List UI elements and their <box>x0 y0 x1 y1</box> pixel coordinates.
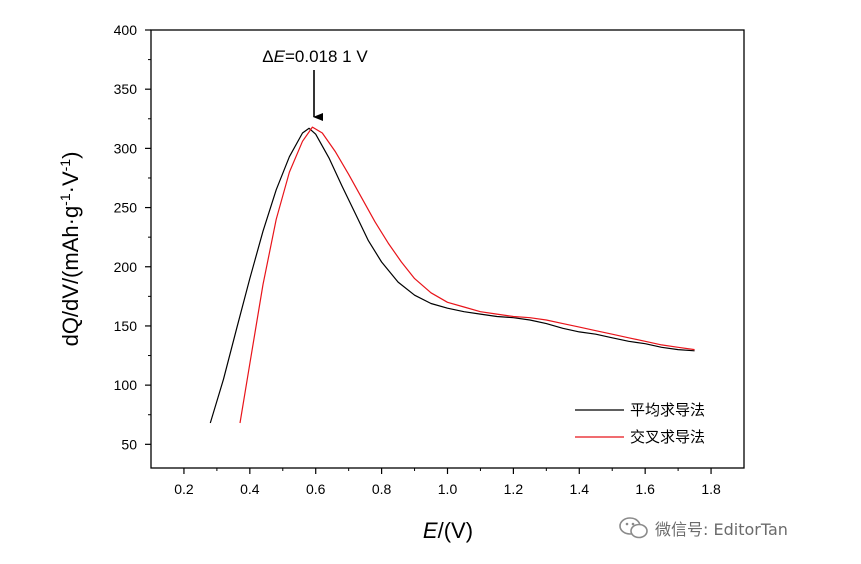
x-tick-label: 0.2 <box>174 481 194 497</box>
x-tick-label: 0.4 <box>240 481 260 497</box>
x-tick-label: 1.4 <box>570 481 590 497</box>
legend-label-cross: 交叉求导法 <box>630 428 705 446</box>
series-line-1 <box>239 126 695 424</box>
x-axis-ticks: 0.2 0.4 0.6 0.8 1.0 1.2 1.4 1.6 1.8 <box>174 468 721 497</box>
wechat-icon <box>619 517 648 539</box>
wechat-watermark: 微信号: EditorTan <box>619 514 788 542</box>
y-tick-label: 50 <box>121 436 137 452</box>
x-tick-label: 0.6 <box>306 481 326 497</box>
peak-annotation: ΔE=0.018 1 V <box>262 47 368 121</box>
y-tick-label: 400 <box>114 22 138 38</box>
series-line-0 <box>209 127 695 424</box>
y-tick-label: 150 <box>114 318 138 334</box>
legend-label-average: 平均求导法 <box>630 401 705 419</box>
x-tick-label: 1.2 <box>504 481 524 497</box>
x-tick-label: 1.8 <box>701 481 721 497</box>
y-tick-label: 200 <box>114 259 138 275</box>
y-tick-label: 300 <box>114 140 138 156</box>
x-axis-title: E/(V) <box>423 518 473 543</box>
series-layer <box>209 126 695 424</box>
x-tick-label: 1.6 <box>635 481 655 497</box>
x-tick-label: 1.0 <box>438 481 458 497</box>
y-axis-ticks: 50 100 150 200 250 300 350 400 <box>114 22 151 452</box>
y-axis-title: dQ/dV/(mAh·g-1·V-1) <box>57 152 83 347</box>
y-tick-label: 100 <box>114 377 138 393</box>
x-tick-label: 0.8 <box>372 481 392 497</box>
delta-e-annotation: ΔE=0.018 1 V <box>262 47 368 66</box>
watermark-text: 微信号: EditorTan <box>655 520 788 539</box>
legend: 平均求导法 交叉求导法 <box>575 401 705 446</box>
y-tick-label: 350 <box>114 81 138 97</box>
y-tick-label: 250 <box>114 200 138 216</box>
